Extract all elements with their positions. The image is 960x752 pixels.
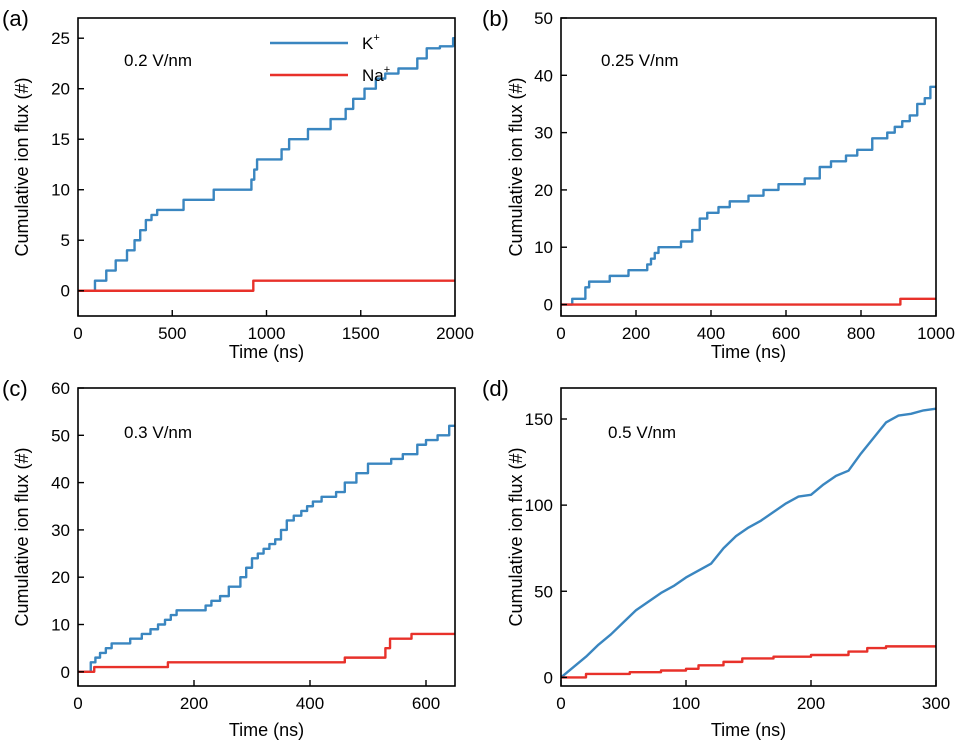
field-strength-annotation: 0.25 V/nm	[601, 51, 679, 70]
x-tick-label: 1000	[917, 324, 955, 343]
x-tick-label: 800	[847, 324, 875, 343]
chart-panel-a: 0 500 1000 1500 2000 0 5 10 15 20 25 Time (ns) Cumul…	[2, 6, 474, 362]
x-tick-label: 200	[622, 324, 650, 343]
x-axis-title: Time (ns)	[711, 720, 786, 740]
y-tick-label: 0	[544, 668, 553, 687]
x-axis-title: Time (ns)	[229, 342, 304, 362]
x-tick-label: 400	[697, 324, 725, 343]
y-tick-label: 20	[51, 568, 70, 587]
y-tick-label: 20	[534, 181, 553, 200]
plot-frame	[77, 387, 456, 687]
series-line-na	[78, 279, 455, 292]
y-tick-label: 0	[61, 282, 70, 301]
x-tick-label: 1500	[342, 324, 380, 343]
y-tick-label: 10	[51, 616, 70, 635]
y-axis-title: Cumulative ion flux (#)	[506, 77, 526, 256]
x-tick-label: 1000	[248, 324, 286, 343]
x-tick-label: 100	[672, 694, 700, 713]
y-tick-label: 25	[51, 29, 70, 48]
legend-label-k: K+	[362, 32, 380, 53]
y-tick-label: 30	[534, 124, 553, 143]
x-tick-label: 400	[296, 694, 324, 713]
y-tick-label: 10	[51, 181, 70, 200]
x-tick-label: 0	[73, 324, 82, 343]
series-line-k	[561, 85, 936, 306]
y-tick-label: 30	[51, 521, 70, 540]
x-tick-label: 300	[922, 694, 950, 713]
y-tick-label: 150	[525, 410, 553, 429]
y-tick-label: 50	[534, 582, 553, 601]
x-axis-title: Time (ns)	[711, 342, 786, 362]
legend: K+ Na+	[270, 32, 390, 85]
y-tick-label: 5	[61, 231, 70, 250]
panel-label: (a)	[2, 6, 29, 31]
y-tick-label: 50	[51, 426, 70, 445]
panel-label: (d)	[482, 376, 509, 401]
x-tick-label: 0	[556, 324, 565, 343]
x-tick-label: 500	[158, 324, 186, 343]
x-tick-label: 200	[797, 694, 825, 713]
y-tick-label: 40	[534, 66, 553, 85]
series-line-k	[560, 407, 937, 679]
series-line-na	[561, 645, 936, 679]
panel-label: (b)	[482, 6, 509, 31]
x-tick-label: 600	[412, 694, 440, 713]
panel-label: (c)	[2, 376, 28, 401]
series-line-na	[78, 632, 455, 674]
legend-label-na: Na+	[362, 64, 390, 85]
chart-panel-b: 0 200 400 600 800 1000 0 10 20 30 40 50 Time (ns) Cum…	[482, 6, 955, 362]
y-tick-label: 60	[51, 379, 70, 398]
x-tick-label: 2000	[436, 324, 474, 343]
y-tick-label: 10	[534, 238, 553, 257]
y-axis-title: Cumulative ion flux (#)	[506, 447, 526, 626]
y-tick-label: 40	[51, 474, 70, 493]
x-tick-label: 600	[772, 324, 800, 343]
y-tick-label: 20	[51, 80, 70, 99]
field-strength-annotation: 0.3 V/nm	[124, 423, 192, 442]
field-strength-annotation: 0.5 V/nm	[608, 423, 676, 442]
series-line-k	[78, 37, 455, 292]
x-tick-label: 0	[73, 694, 82, 713]
y-tick-label: 15	[51, 130, 70, 149]
plot-frame	[560, 387, 937, 687]
field-strength-annotation: 0.2 V/nm	[124, 51, 192, 70]
y-axis-title: Cumulative ion flux (#)	[12, 447, 32, 626]
chart-panel-c: 0 200 400 600 0 10 20 30 40 50 60 Time (ns) Cumulati…	[2, 376, 456, 740]
chart-panel-d: 0 100 200 300 0 50 100 150 Time (ns) Cumulative i…	[482, 376, 950, 740]
x-tick-label: 200	[180, 694, 208, 713]
series-line-na	[561, 297, 936, 306]
y-tick-label: 0	[544, 296, 553, 315]
y-axis-title: Cumulative ion flux (#)	[12, 77, 32, 256]
y-tick-label: 100	[525, 496, 553, 515]
x-tick-label: 0	[556, 694, 565, 713]
series-line-k	[78, 424, 455, 674]
plot-frame	[560, 17, 937, 317]
y-tick-label: 50	[534, 9, 553, 28]
x-axis-title: Time (ns)	[229, 720, 304, 740]
y-tick-label: 0	[61, 663, 70, 682]
